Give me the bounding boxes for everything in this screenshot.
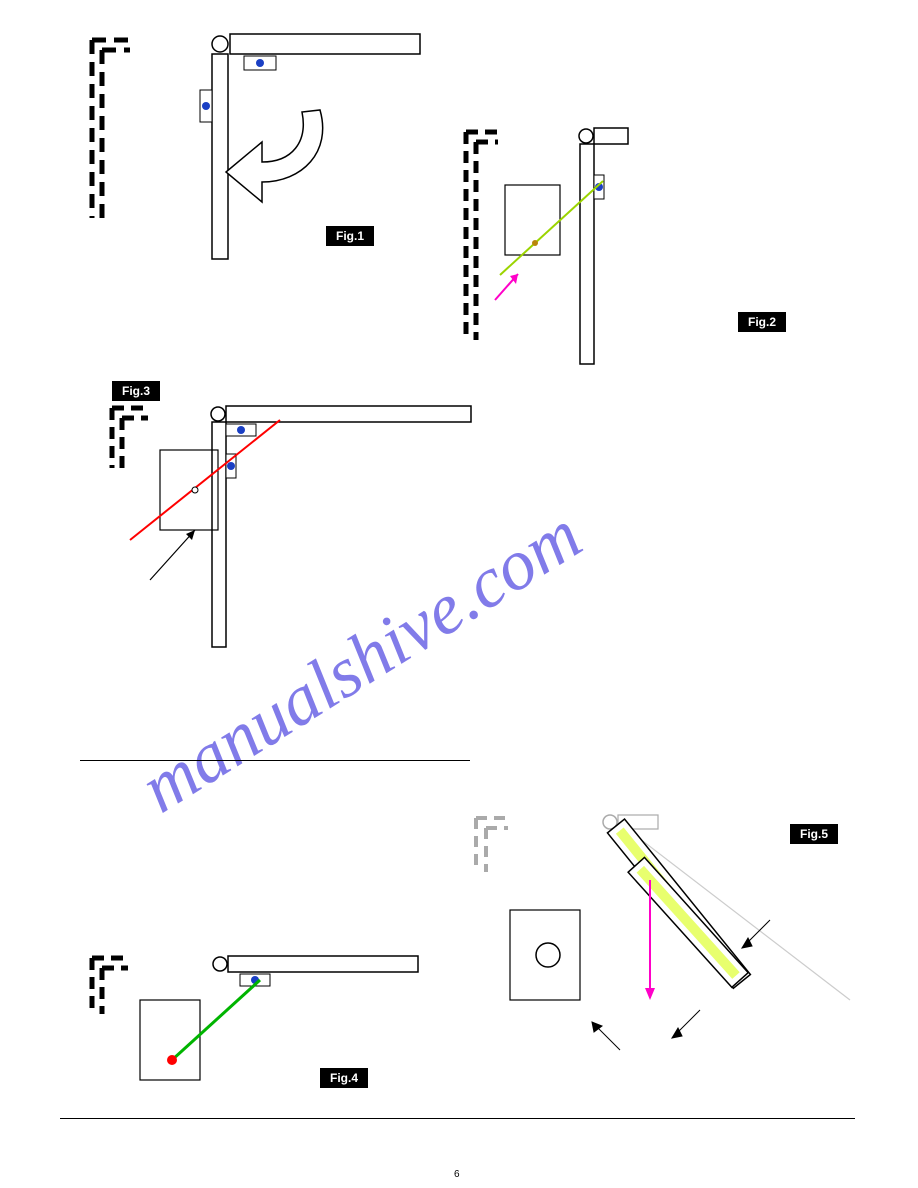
fig4-diagram (92, 956, 418, 1080)
page-number: 6 (454, 1169, 460, 1180)
fig1-label: Fig.1 (326, 226, 374, 246)
fig3-diagram (112, 406, 471, 647)
fig5-diagram (476, 815, 850, 1050)
fig2-diagram (466, 128, 628, 364)
fig5-label: Fig.5 (790, 824, 838, 844)
fig2-label: Fig.2 (738, 312, 786, 332)
diagram-canvas (0, 0, 918, 1188)
fig4-label: Fig.4 (320, 1068, 368, 1088)
bottom-rule (60, 1118, 855, 1119)
section-divider (80, 760, 470, 761)
fig3-label: Fig.3 (112, 381, 160, 401)
